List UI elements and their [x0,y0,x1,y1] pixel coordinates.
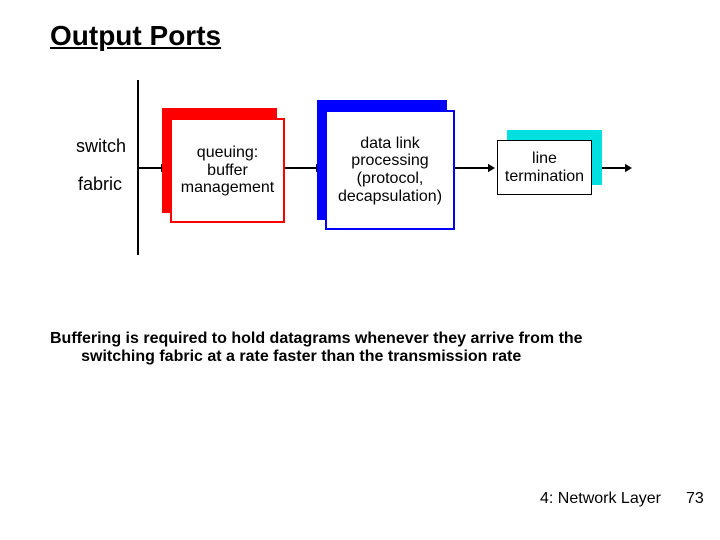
caption-text: Buffering is required to hold datagrams … [50,330,583,366]
page-number: 73 [686,490,704,508]
box-queuing-label: queuing: buffer management [181,144,274,197]
box-line: line termination [497,130,602,195]
box-queuing-front: queuing: buffer management [170,118,285,223]
box-datalink: data link processing (protocol, decapsul… [317,100,455,230]
box-datalink-front: data link processing (protocol, decapsul… [325,110,455,230]
footer-label: 4: Network Layer [540,490,661,508]
arrow-3 [455,164,495,172]
box-line-label: line termination [505,150,584,185]
box-datalink-label: data link processing (protocol, decapsul… [338,135,442,205]
box-line-front: line termination [497,140,592,195]
diagram-lines [0,0,720,540]
box-queuing: queuing: buffer management [162,108,285,223]
